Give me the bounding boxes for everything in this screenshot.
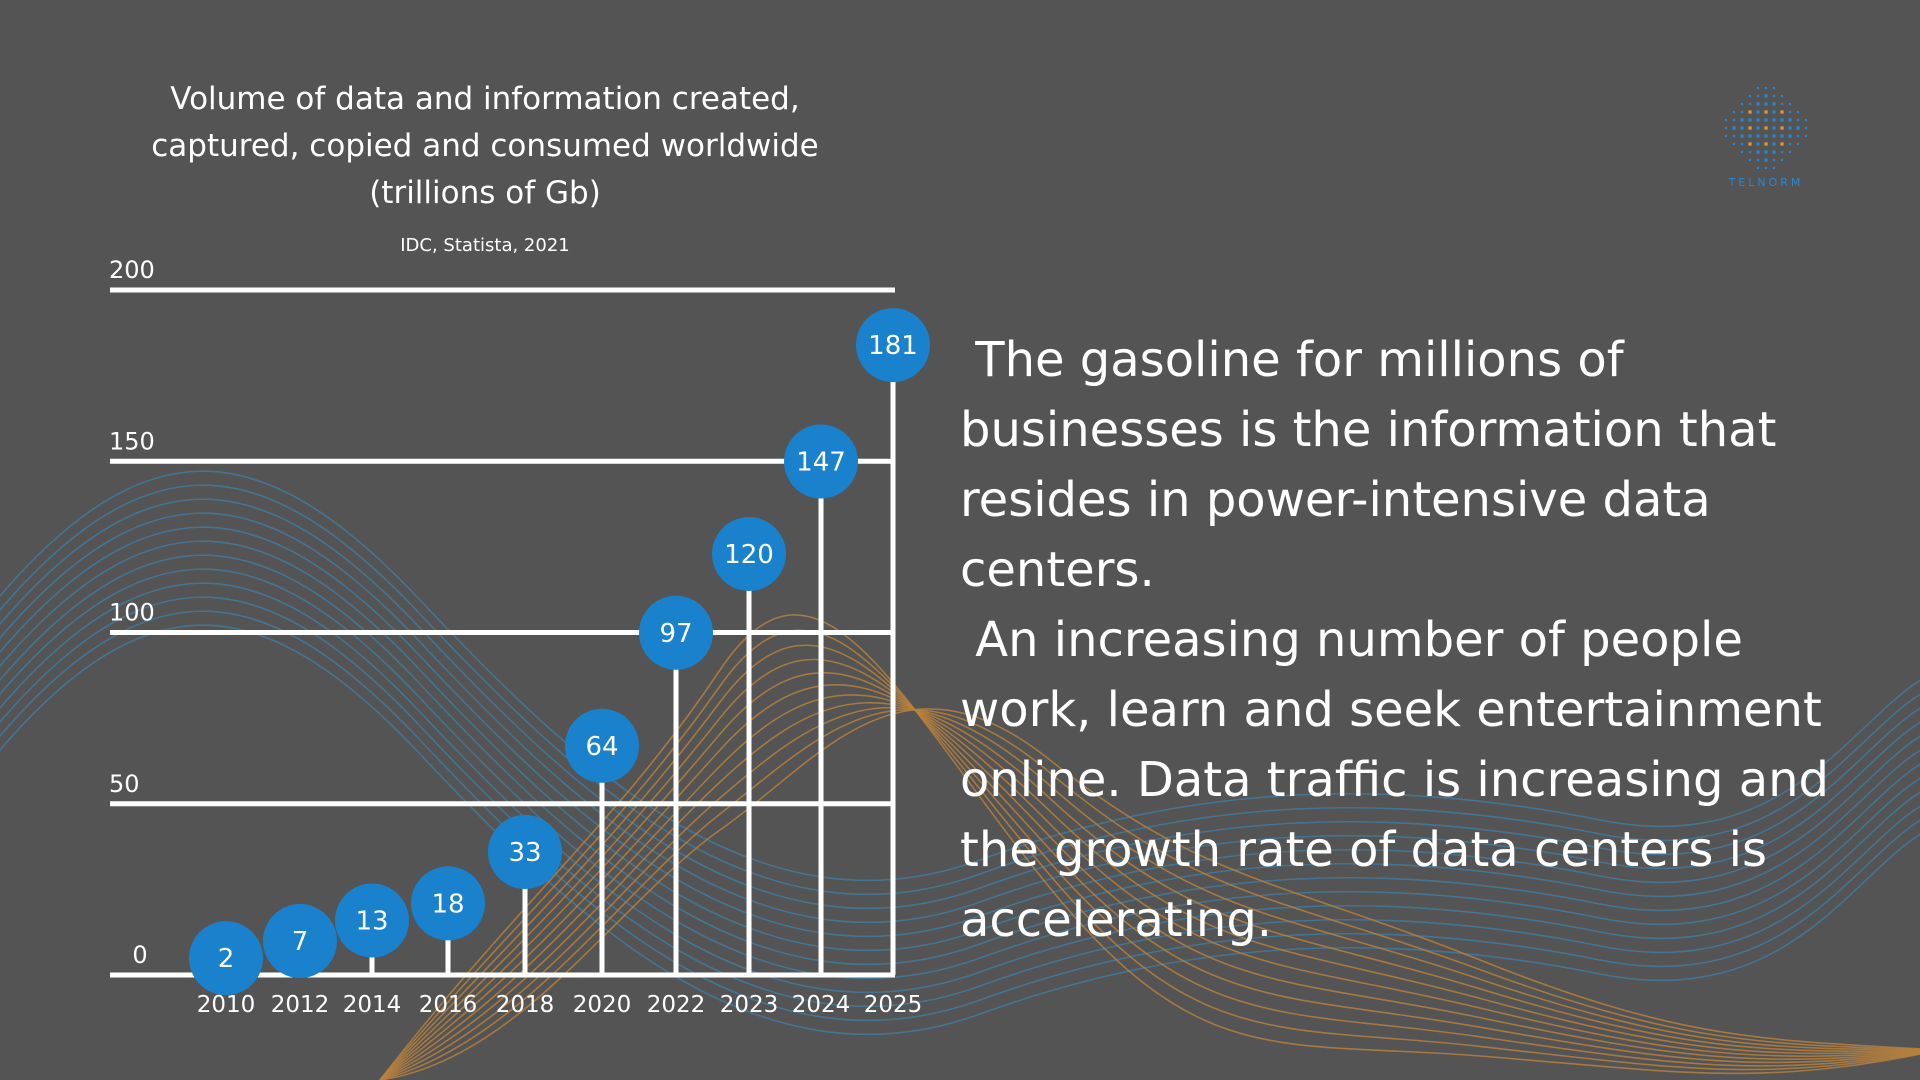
data-point-2018 — [488, 814, 562, 889]
description-paragraph-2: An increasing number of people work, lea… — [960, 612, 1845, 948]
data-label-2024: 147 — [796, 448, 846, 478]
chart-header: Volume of data and information created, … — [110, 76, 860, 256]
chart-title: Volume of data and information created, … — [151, 81, 819, 211]
data-point-2023 — [712, 517, 786, 591]
x-tick-label-2024: 2024 — [792, 992, 851, 1018]
data-point-2012 — [263, 904, 337, 979]
y-tick-label-100: 100 — [109, 599, 155, 627]
data-point-2025 — [856, 308, 930, 383]
x-tick-label-2025: 2025 — [864, 992, 923, 1018]
x-tick-label-2023: 2023 — [720, 992, 779, 1018]
data-label-2023: 120 — [724, 540, 774, 570]
data-point-2014 — [335, 883, 409, 958]
description-paragraph-1: The gasoline for millions of businesses … — [960, 332, 1792, 598]
data-label-2014: 13 — [355, 906, 388, 936]
description-text: The gasoline for millions of businesses … — [960, 325, 1860, 955]
x-tick-label-2018: 2018 — [496, 992, 555, 1018]
data-point-2022 — [639, 595, 713, 670]
y-tick-label-150: 150 — [109, 427, 155, 455]
data-label-2012: 7 — [292, 927, 309, 957]
dot-grid-logo-icon — [1724, 86, 1808, 170]
data-point-2024 — [784, 424, 858, 499]
data-label-2020: 64 — [585, 732, 618, 762]
x-tick-label-2010: 2010 — [197, 992, 256, 1018]
data-label-2018: 33 — [508, 838, 541, 868]
data-label-2010: 2 — [218, 944, 235, 974]
x-tick-label-2012: 2012 — [271, 992, 330, 1018]
company-logo: TELNORM — [1718, 80, 1814, 190]
data-point-2020 — [565, 708, 639, 783]
x-tick-label-2016: 2016 — [419, 992, 478, 1018]
data-point-2010 — [189, 921, 263, 996]
x-tick-label-2014: 2014 — [343, 992, 402, 1018]
y-tick-label-0: 0 — [132, 941, 147, 969]
y-tick-label-200: 200 — [109, 256, 155, 284]
x-tick-label-2022: 2022 — [647, 992, 706, 1018]
y-tick-label-50: 50 — [109, 770, 140, 798]
data-label-2022: 97 — [659, 619, 692, 649]
chart-source: IDC, Statista, 2021 — [400, 235, 570, 256]
logo-text: TELNORM — [1728, 176, 1804, 189]
data-point-2016 — [411, 866, 485, 941]
data-label-2016: 18 — [431, 889, 464, 919]
data-label-2025: 181 — [868, 331, 918, 361]
x-tick-label-2020: 2020 — [573, 992, 632, 1018]
